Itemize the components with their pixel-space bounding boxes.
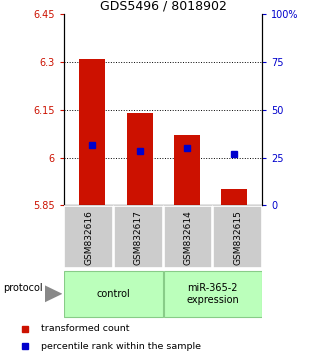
Bar — [64, 206, 113, 268]
Text: percentile rank within the sample: percentile rank within the sample — [41, 342, 201, 351]
Bar — [164, 206, 212, 268]
Text: control: control — [97, 289, 131, 299]
Bar — [221, 189, 247, 205]
Bar — [64, 271, 163, 316]
Text: miR-365-2
expression: miR-365-2 expression — [187, 283, 239, 305]
Text: protocol: protocol — [3, 283, 43, 293]
Text: GSM832617: GSM832617 — [134, 210, 143, 265]
Text: GSM832615: GSM832615 — [233, 210, 242, 265]
Bar — [114, 206, 163, 268]
Text: GSM832614: GSM832614 — [183, 210, 193, 264]
Bar — [213, 206, 262, 268]
Bar — [127, 113, 153, 205]
Polygon shape — [45, 285, 62, 302]
Title: GDS5496 / 8018902: GDS5496 / 8018902 — [100, 0, 227, 13]
Text: transformed count: transformed count — [41, 324, 130, 333]
Bar — [164, 271, 262, 316]
Text: GSM832616: GSM832616 — [84, 210, 93, 265]
Bar — [174, 135, 200, 205]
Bar — [79, 59, 105, 205]
